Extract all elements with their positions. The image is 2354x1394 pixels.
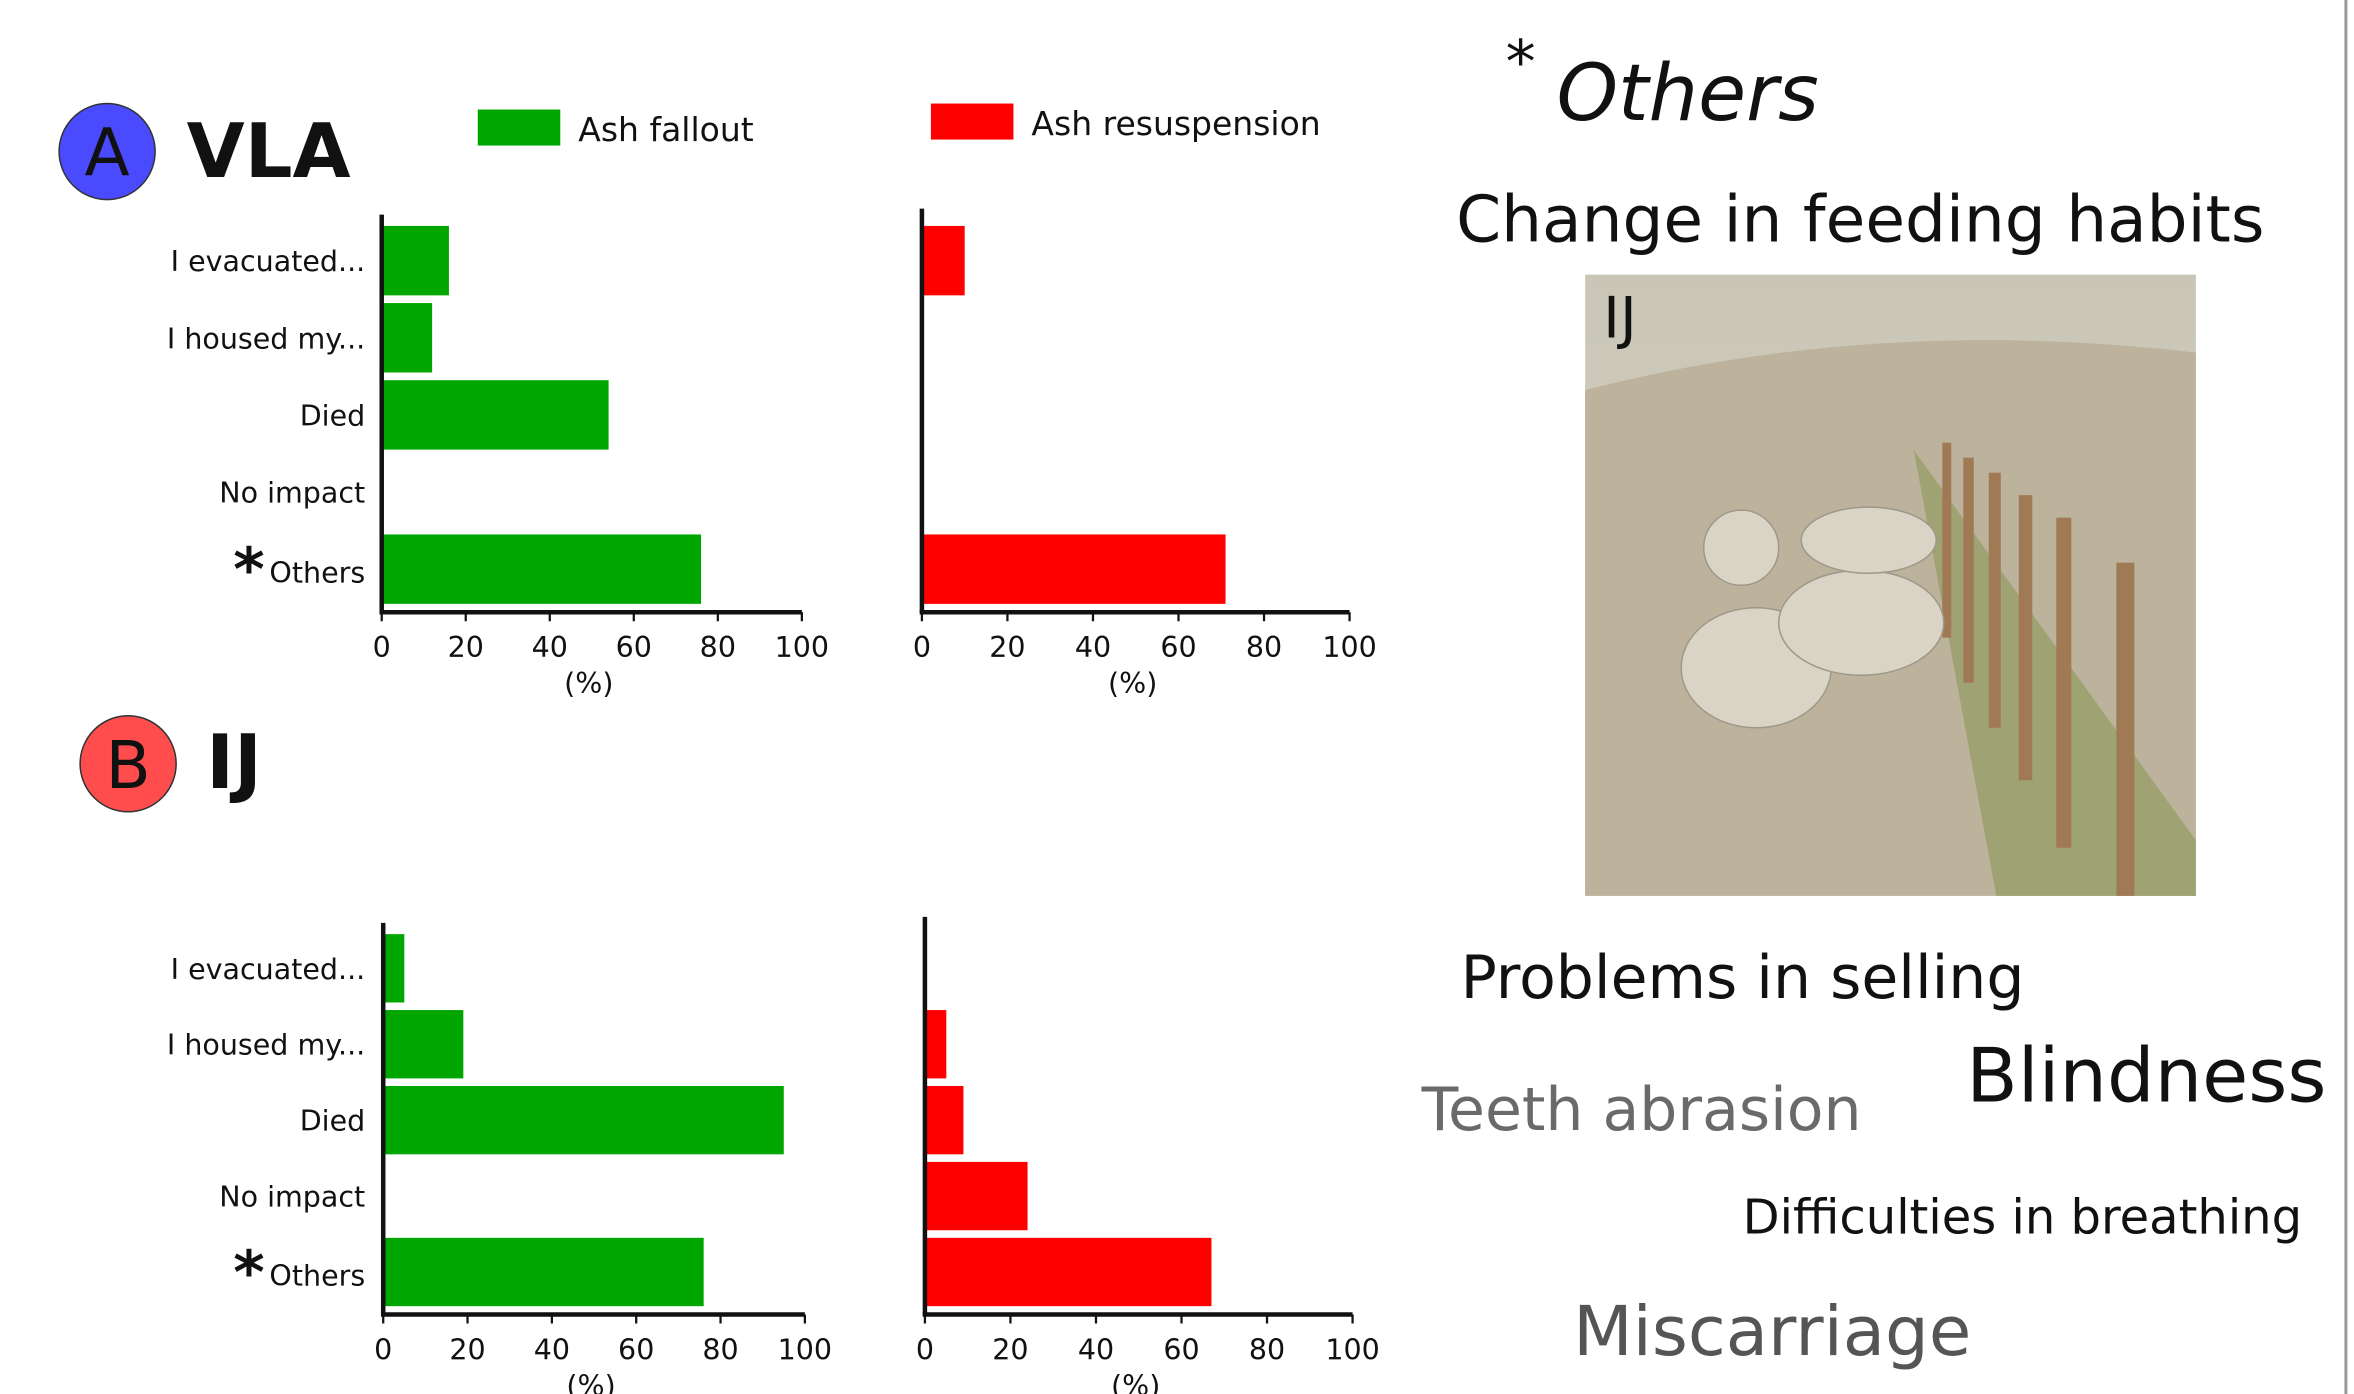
bar [381,380,609,450]
x-tick-label: 60 [616,631,652,664]
x-tick-label: 100 [1322,631,1376,664]
x-tick-label: 40 [534,1333,570,1366]
panel-name: IJ [206,718,262,806]
x-tick-label: 100 [778,1333,832,1366]
x-tick-label: 0 [373,631,391,664]
category-label: Died [300,1105,366,1138]
panel-letter: B [105,727,150,804]
category-label: I evacuated... [171,953,366,986]
legend-swatch [930,103,1014,140]
x-tick-label: 60 [1163,1333,1199,1366]
word: Change in feeding habits [1456,183,2264,258]
panel-name: VLA [187,107,351,195]
legend-label: Ash resuspension [1031,104,1320,143]
x-tick-label: 100 [1325,1333,1379,1366]
category-label: Others [269,1260,365,1293]
word: Blindness [1966,1031,2326,1119]
bar [383,1237,704,1307]
x-tick-label: 0 [913,631,931,664]
x-tick-label: 80 [702,1333,738,1366]
word-cloud-asterisk: * [1506,28,1536,98]
bar [924,1237,1212,1307]
x-axis-label: (%) [1108,667,1157,700]
bar [381,303,433,373]
x-tick-label: 40 [532,631,568,664]
bar [383,934,405,1003]
category-label: No impact [219,1181,365,1214]
x-tick-label: 40 [1075,631,1111,664]
legend-swatch [477,109,561,146]
legend-label: Ash fallout [578,110,753,149]
panel-badge [79,715,177,813]
category-label: I evacuated... [171,245,366,278]
bar [921,534,1226,604]
word: Teeth abrasion [1421,1075,1862,1145]
x-tick-label: 0 [916,1333,934,1366]
bar [383,1085,784,1155]
x-tick-label: 80 [700,631,736,664]
category-label: Others [269,557,365,590]
photo-label: IJ [1603,286,1637,352]
x-tick-label: 40 [1078,1333,1114,1366]
x-tick-label: 80 [1246,631,1282,664]
x-tick-label: 0 [374,1333,392,1366]
photo-sheep [1680,506,1945,729]
x-tick-label: 60 [618,1333,654,1366]
photo: IJ [1585,274,2196,896]
category-label: No impact [219,477,365,510]
bar [921,225,965,296]
word-cloud-title: Others [1557,49,1819,139]
x-tick-label: 60 [1160,631,1196,664]
others-asterisk: * [233,1238,264,1308]
x-tick-label: 20 [992,1333,1028,1366]
bar [381,534,702,604]
x-tick-label: 100 [775,631,829,664]
bar [924,1085,964,1155]
panel-letter: A [85,115,130,192]
x-axis-label: (%) [566,1370,615,1394]
x-tick-label: 20 [448,631,484,664]
word: Problems in selling [1461,943,2025,1013]
x-tick-label: 20 [449,1333,485,1366]
x-axis-label: (%) [564,667,613,700]
bar [381,225,449,296]
word: Miscarriage [1573,1292,1971,1372]
photo-fence [1942,442,2135,896]
x-tick-label: 20 [989,631,1025,664]
others-asterisk: * [233,535,264,605]
x-axis-label: (%) [1111,1370,1160,1394]
bar [383,1010,464,1079]
category-label: I housed my... [167,322,365,355]
bar [924,1010,947,1079]
x-tick-label: 80 [1249,1333,1285,1366]
category-label: Died [300,399,366,432]
category-label: I housed my... [167,1029,365,1062]
panel-badge [58,102,156,201]
word: Difficulties in breathing [1743,1189,2302,1245]
bar [924,1161,1028,1231]
